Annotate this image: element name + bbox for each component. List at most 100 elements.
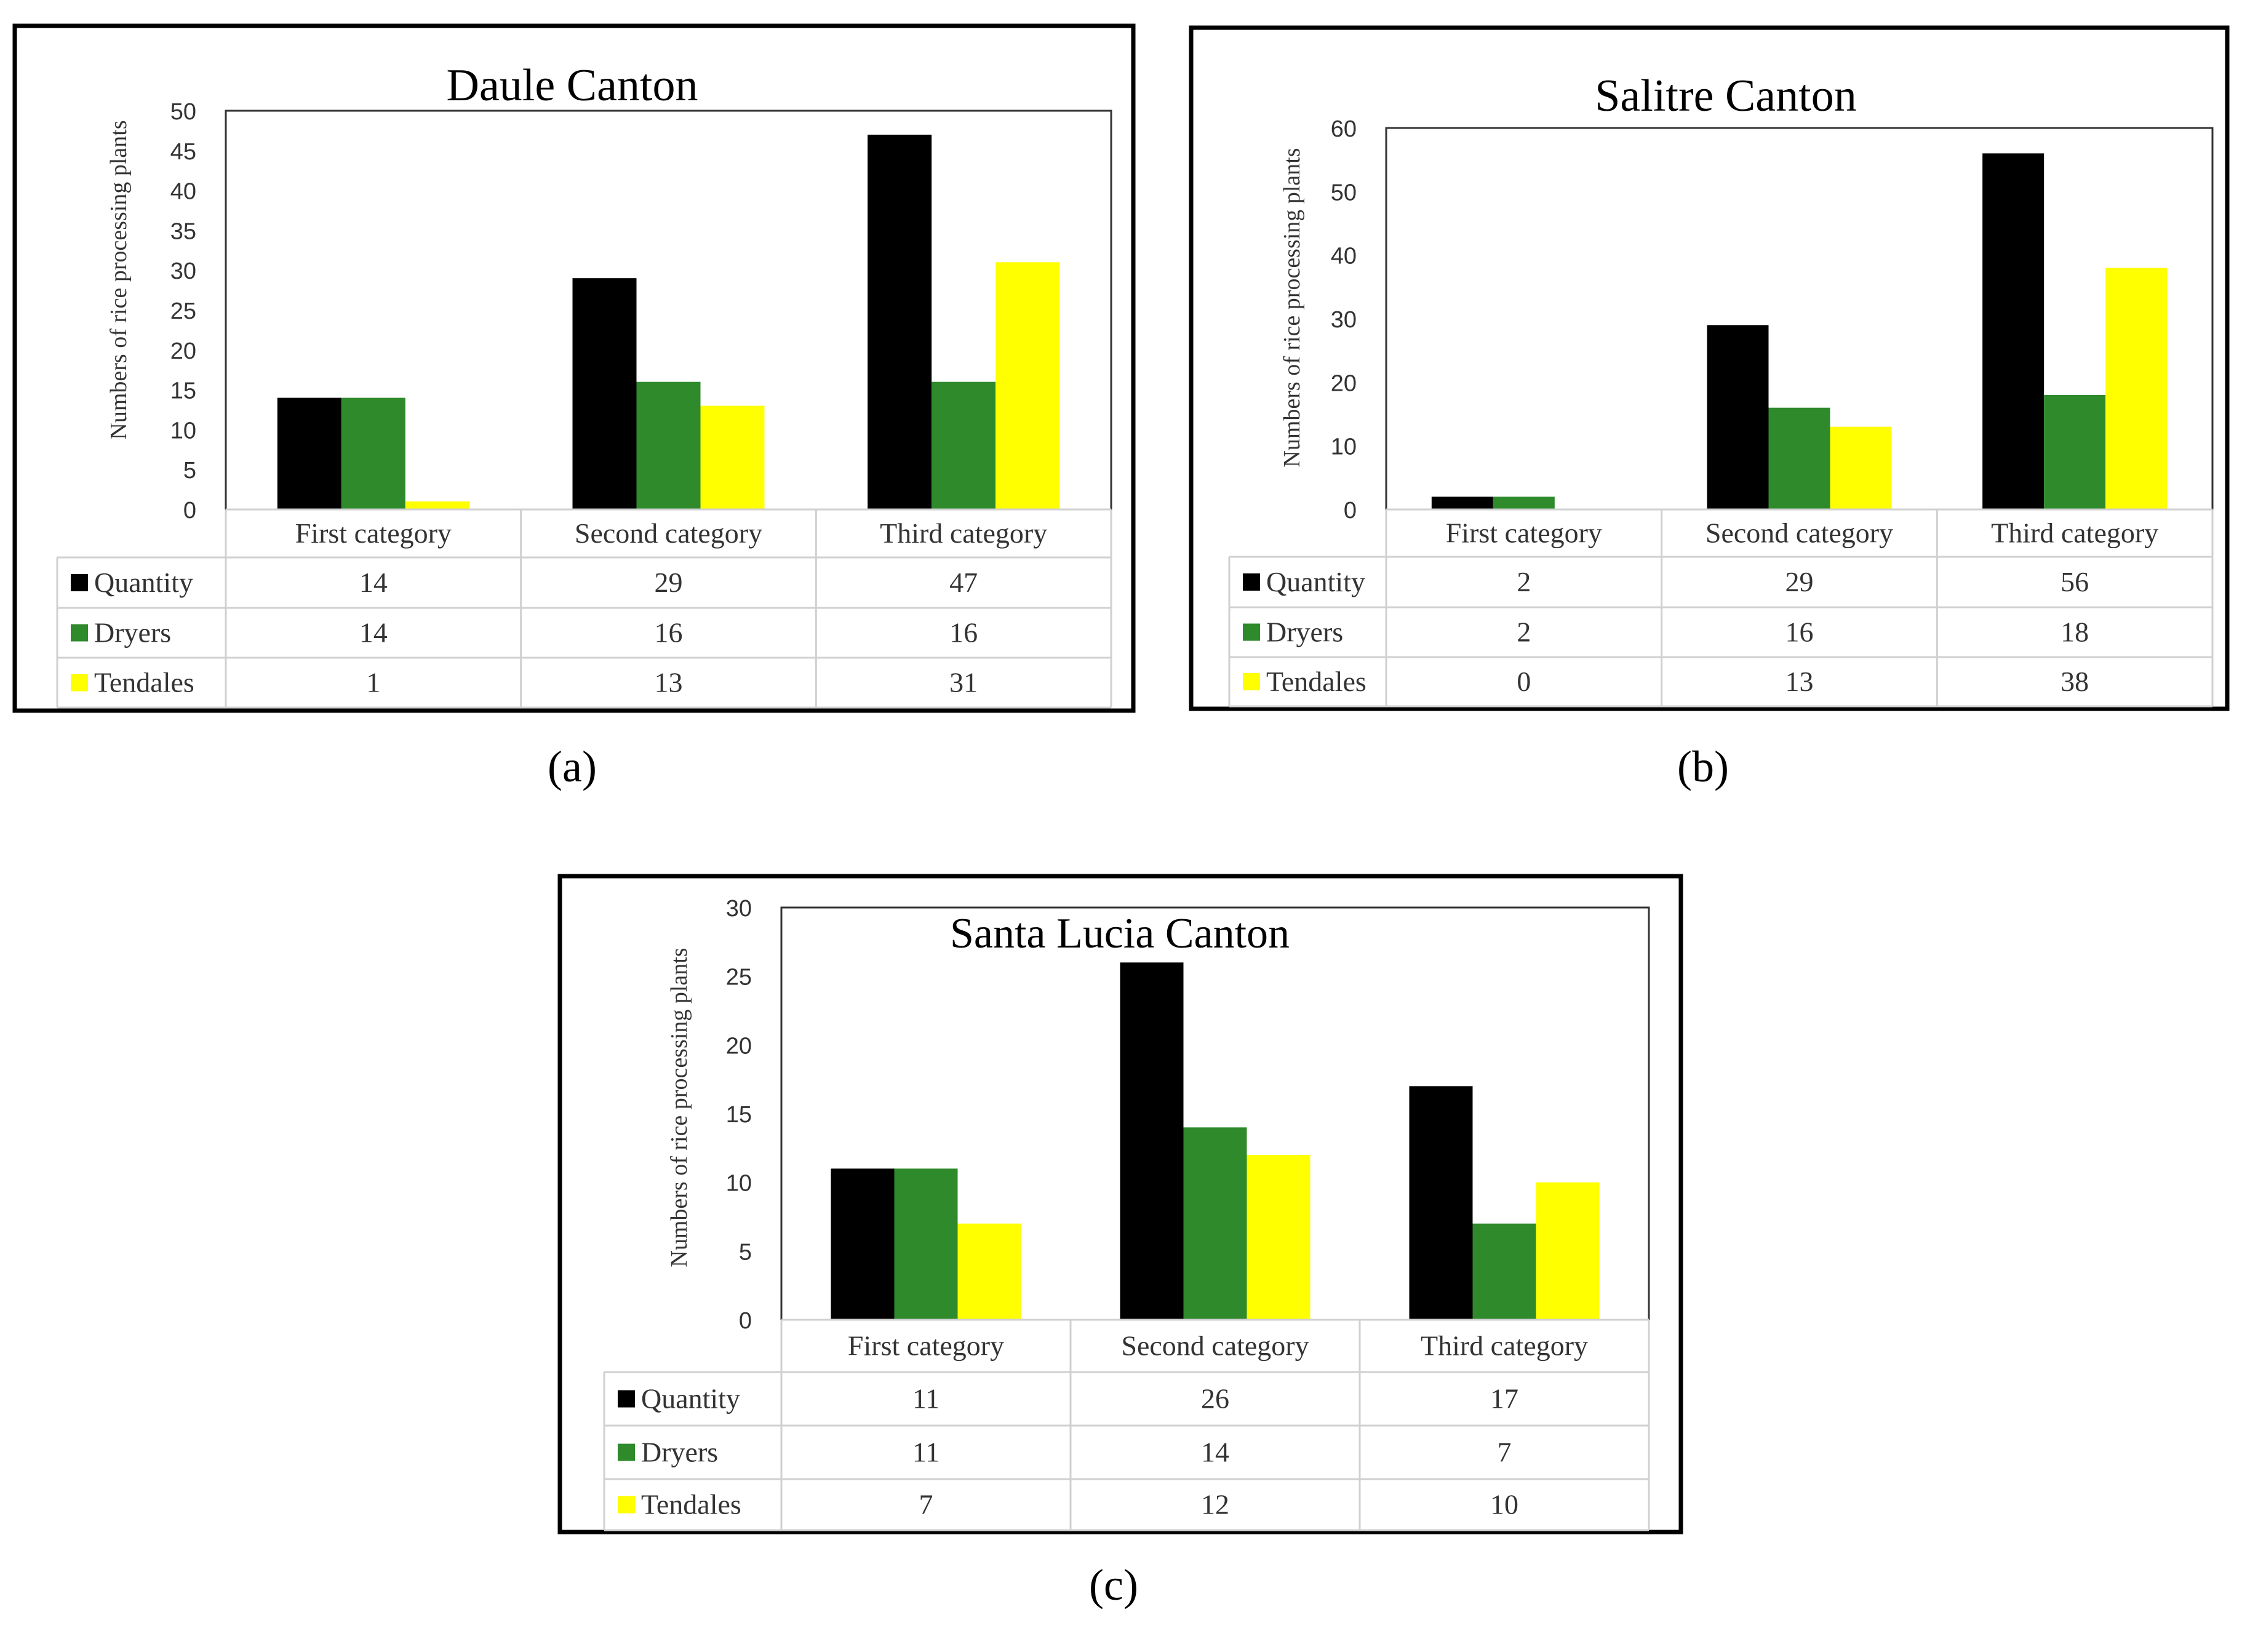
y-tick-label: 15 (726, 1102, 752, 1128)
legend-label: Quantity (641, 1383, 740, 1415)
y-tick-label: 30 (170, 258, 196, 284)
panel-label: (a) (548, 742, 597, 791)
legend-key-dryers (1243, 623, 1260, 641)
bar-dryers (1472, 1223, 1536, 1320)
data-label: 13 (1785, 666, 1814, 697)
bar-quantity (572, 278, 637, 509)
legend-key-dryers (71, 624, 88, 642)
panel-frame (1189, 25, 2230, 711)
data-label: 10 (1490, 1489, 1518, 1520)
bar-quantity (1982, 153, 2045, 510)
y-tick-label: 5 (183, 458, 196, 484)
data-label: 11 (912, 1383, 939, 1415)
legend-label: Tendales (1266, 666, 1366, 697)
y-tick-label: 30 (726, 896, 752, 922)
panel-label: (c) (1089, 1560, 1138, 1610)
x-tick-label: Third category (880, 517, 1047, 549)
bar-tendales (957, 1223, 1021, 1320)
data-label: 56 (2060, 566, 2089, 597)
x-tick-label: Third category (1991, 517, 2158, 549)
data-label: 47 (949, 567, 978, 598)
y-tick-label: 50 (170, 99, 196, 125)
bar-dryers (932, 381, 996, 509)
y-tick-label: 40 (170, 179, 196, 205)
legend-label: Quantity (1266, 566, 1365, 597)
legend-key-tendales (618, 1496, 635, 1514)
data-label: 17 (1490, 1383, 1518, 1415)
data-label: 14 (359, 617, 388, 648)
y-axis-label: Numbers of rice processing plants (106, 120, 132, 439)
y-tick-label: 5 (739, 1239, 752, 1265)
y-tick-label: 0 (183, 498, 196, 524)
chart-panel-2: 0 5 10 15 20 25 30 Numbers of rice processing p… (557, 874, 1683, 1610)
y-tick-label: 0 (1344, 498, 1357, 524)
y-tick-label: 20 (726, 1033, 752, 1059)
y-tick-label: 25 (726, 965, 752, 991)
data-label: 1 (366, 667, 380, 698)
data-label: 14 (1201, 1437, 1229, 1468)
data-label: 38 (2060, 666, 2089, 697)
data-label: 7 (1498, 1437, 1512, 1468)
y-axis-label: Numbers of rice processing plants (666, 948, 692, 1267)
data-label: 16 (949, 617, 978, 648)
y-tick-label: 25 (170, 298, 196, 324)
legend-key-tendales (1243, 673, 1260, 690)
x-tick-label: Second category (1121, 1330, 1309, 1362)
y-axis-label: Numbers of rice processing plants (1279, 148, 1305, 467)
bar-dryers (341, 397, 405, 509)
chart-title: Daule Canton (447, 60, 698, 111)
x-tick-label: Third category (1421, 1330, 1588, 1362)
legend-key-quantity (618, 1390, 635, 1408)
y-tick-label: 10 (1331, 434, 1357, 460)
bar-quantity (1120, 962, 1184, 1320)
y-tick-label: 10 (726, 1171, 752, 1197)
y-tick-label: 20 (1331, 370, 1357, 396)
data-label: 0 (1517, 666, 1531, 697)
bar-quantity (831, 1168, 895, 1320)
data-label: 2 (1517, 617, 1531, 648)
data-label: 13 (655, 667, 683, 698)
chart-title: Santa Lucia Canton (950, 910, 1290, 957)
x-tick-label: First category (848, 1330, 1004, 1362)
legend-label: Quantity (94, 567, 193, 598)
bar-tendales (1536, 1182, 1600, 1320)
y-tick-label: 60 (1331, 116, 1357, 142)
data-label: 29 (655, 567, 683, 598)
bar-dryers (2044, 395, 2106, 509)
bar-dryers (1493, 497, 1555, 509)
legend-key-tendales (71, 674, 88, 692)
bar-quantity (277, 397, 341, 509)
y-tick-label: 10 (170, 418, 196, 444)
data-label: 31 (949, 667, 978, 698)
legend-key-dryers (618, 1443, 635, 1461)
bar-tendales (995, 262, 1060, 509)
bar-quantity (1707, 325, 1769, 509)
legend-label: Dryers (1266, 617, 1343, 648)
bar-tendales (1247, 1155, 1310, 1320)
x-tick-label: Second category (575, 517, 762, 549)
bar-dryers (1768, 407, 1830, 509)
legend-label: Tendales (94, 667, 194, 698)
bar-tendales (1830, 426, 1892, 509)
bar-dryers (636, 381, 701, 509)
bar-quantity (1431, 497, 1493, 509)
y-tick-label: 40 (1331, 244, 1357, 269)
data-label: 11 (912, 1437, 939, 1468)
legend-label: Tendales (641, 1489, 741, 1520)
legend-key-quantity (71, 574, 88, 591)
data-label: 16 (655, 617, 683, 648)
bar-dryers (1183, 1127, 1247, 1320)
y-tick-label: 15 (170, 378, 196, 404)
legend-key-quantity (1243, 573, 1260, 591)
data-label: 18 (2060, 617, 2089, 648)
panel-frame (557, 874, 1683, 1534)
bar-quantity (1409, 1086, 1473, 1320)
chart-panel-0: 0 5 10 15 20 25 30 35 40 45 50 Numbers of rice proc… (12, 23, 1136, 791)
data-label: 7 (919, 1489, 933, 1520)
bar-dryers (894, 1168, 958, 1320)
y-tick-label: 35 (170, 218, 196, 244)
bar-quantity (868, 134, 932, 509)
